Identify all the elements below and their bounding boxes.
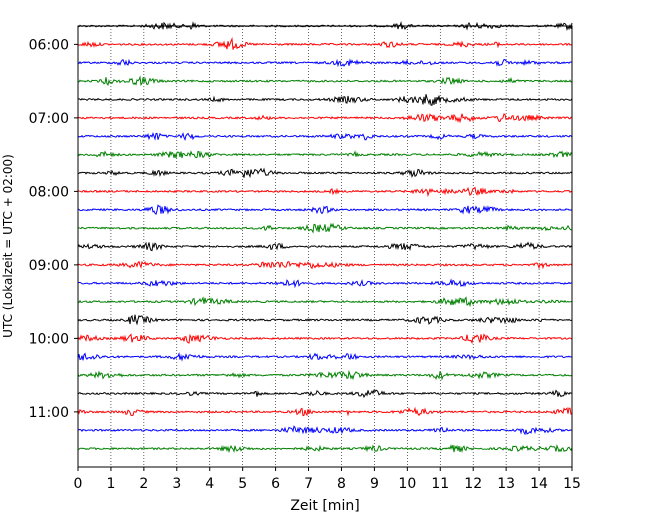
trace-line [77, 186, 573, 198]
y-tick-label: 10:00 [29, 331, 69, 347]
trace-line [77, 222, 573, 234]
x-tick-label: 8 [337, 476, 346, 492]
trace-line [77, 131, 573, 141]
plot-frame [77, 25, 573, 468]
trace-line [77, 352, 573, 362]
y-tick-label: 07:00 [29, 111, 69, 127]
trace-line [77, 314, 573, 326]
trace-line [77, 58, 573, 68]
x-tick-label: 11 [431, 476, 449, 492]
x-tick-label: 5 [238, 476, 247, 492]
trace-line [77, 241, 573, 252]
y-tick-label: 06:00 [29, 37, 69, 53]
trace-line [77, 369, 573, 381]
x-tick-label: 10 [398, 476, 416, 492]
trace-line [77, 113, 573, 124]
trace-group [77, 20, 573, 454]
x-tick-label: 6 [271, 476, 280, 492]
x-tick-label: 14 [530, 476, 548, 492]
x-tick-label: 2 [139, 476, 148, 492]
trace-line [77, 406, 573, 417]
x-tick-label: 3 [172, 476, 181, 492]
x-tick-label: 1 [106, 476, 115, 492]
x-tick-label: 0 [74, 476, 83, 492]
y-tick-label: 08:00 [29, 184, 69, 200]
trace-line [77, 167, 573, 179]
trace-line [77, 333, 573, 345]
trace-line [77, 278, 573, 289]
x-tick-label: 7 [304, 476, 313, 492]
y-tick-label: 11:00 [29, 405, 69, 421]
x-tick-label: 15 [563, 476, 581, 492]
trace-line [77, 150, 573, 159]
x-tick-label: 4 [205, 476, 214, 492]
x-tick-label: 13 [497, 476, 515, 492]
trace-line [77, 443, 573, 454]
x-tick-label: 9 [370, 476, 379, 492]
trace-line [77, 296, 573, 308]
trace-line [77, 204, 573, 215]
trace-line [77, 75, 573, 87]
y-axis-label: UTC (Lokalzeit = UTC + 02:00) [1, 154, 15, 338]
x-tick-label: 12 [464, 476, 482, 492]
trace-line [77, 389, 573, 399]
y-tick-label: 09:00 [29, 258, 69, 274]
trace-line [77, 94, 573, 106]
x-axis-label: Zeit [min] [290, 498, 359, 514]
trace-line [77, 37, 573, 50]
trace-line [77, 260, 573, 270]
y-axis-ticks: 06:00 07:00 08:00 09:00 10:00 11:00 [29, 37, 78, 421]
x-axis-ticks: 0 1 2 3 4 5 6 7 8 9 10 11 12 13 14 15 [74, 467, 581, 492]
trace-line [77, 425, 573, 436]
